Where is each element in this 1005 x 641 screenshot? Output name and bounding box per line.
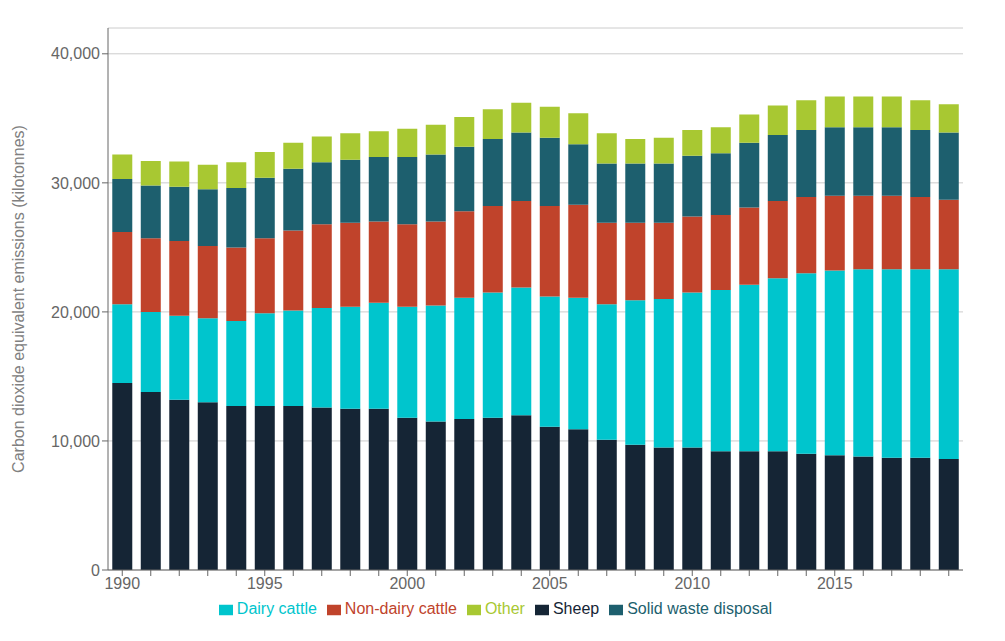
svg-text:30,000: 30,000 [51, 175, 100, 192]
html-text:Solid waste disposal: Solid waste disposal [627, 600, 773, 617]
svg-text:2000: 2000 [389, 575, 425, 592]
html-text:Dairy cattle: Dairy cattle [236, 600, 317, 617]
svg-text:20,000: 20,000 [51, 304, 100, 321]
svg-text:2005: 2005 [532, 575, 568, 592]
html-text:Other: Other [484, 600, 525, 617]
svg-text:Carbon dioxide equivalent emis: Carbon dioxide equivalent emissions (kil… [10, 125, 27, 473]
svg-text:1990: 1990 [104, 575, 140, 592]
svg-text:10,000: 10,000 [51, 433, 100, 450]
svg-text:40,000: 40,000 [51, 45, 100, 62]
svg-text:1995: 1995 [247, 575, 283, 592]
html-text:Non-dairy cattle: Non-dairy cattle [344, 600, 457, 617]
svg-text:2015: 2015 [817, 575, 853, 592]
svg-text:0: 0 [91, 562, 100, 579]
html-text:Sheep: Sheep [552, 600, 600, 617]
svg-text:2010: 2010 [674, 575, 710, 592]
